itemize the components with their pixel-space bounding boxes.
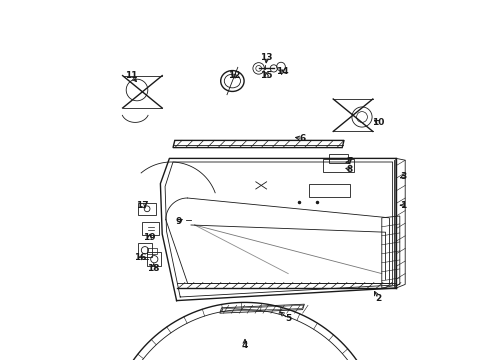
Text: 12: 12 <box>228 71 241 80</box>
Text: 5: 5 <box>285 314 292 323</box>
Text: 4: 4 <box>242 341 248 350</box>
Text: 14: 14 <box>276 68 289 77</box>
Text: 16: 16 <box>134 253 147 262</box>
Text: 15: 15 <box>260 71 273 80</box>
Text: 3: 3 <box>400 172 407 181</box>
Text: 13: 13 <box>260 53 273 62</box>
Text: 7: 7 <box>346 157 353 166</box>
Text: 1: 1 <box>400 201 407 210</box>
Text: 6: 6 <box>299 134 306 143</box>
Text: 2: 2 <box>375 294 381 303</box>
Text: 18: 18 <box>147 264 159 273</box>
Text: 19: 19 <box>143 233 156 242</box>
Text: 8: 8 <box>346 165 352 174</box>
Text: 10: 10 <box>372 118 384 127</box>
Text: 11: 11 <box>125 71 138 80</box>
Text: 17: 17 <box>136 201 148 210</box>
Text: 9: 9 <box>175 217 182 226</box>
